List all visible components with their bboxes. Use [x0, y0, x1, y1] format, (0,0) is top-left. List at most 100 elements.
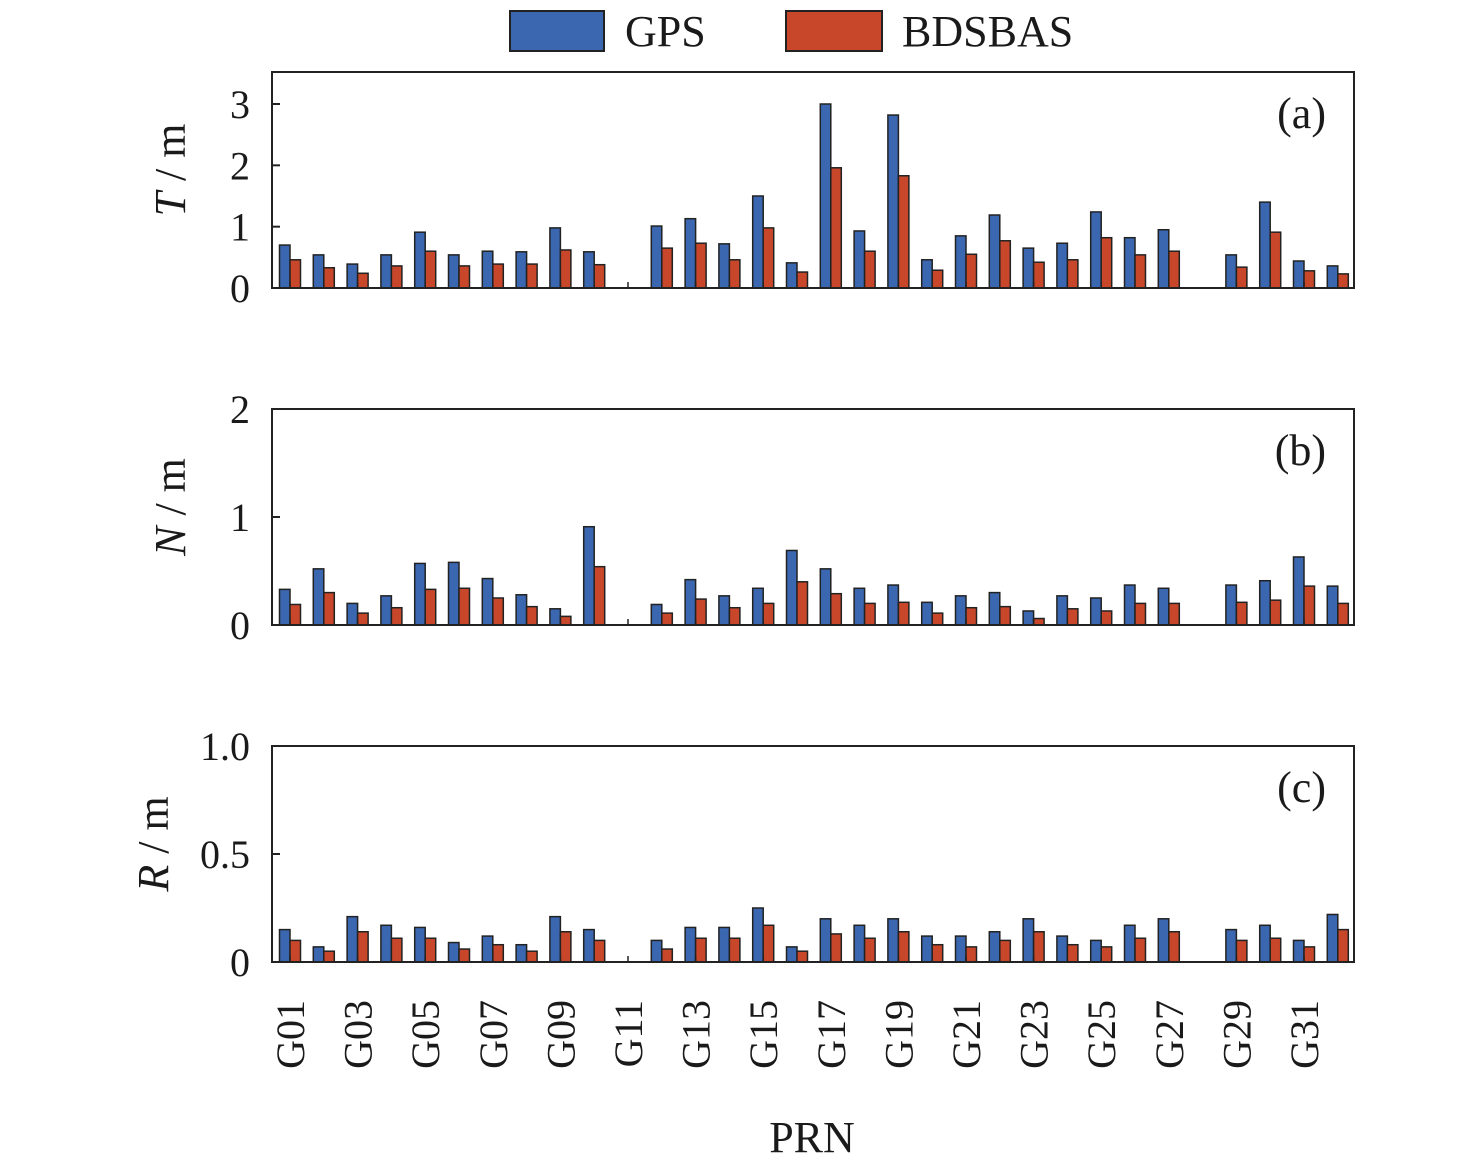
bar-bdsbas-G21 — [965, 606, 978, 626]
bar-gps-G25 — [1089, 597, 1102, 626]
x-tick-label: G13 — [674, 1000, 719, 1069]
bar-gps-G13 — [684, 578, 697, 626]
bar-gps-G22 — [988, 591, 1001, 626]
bar-gps-G29 — [1225, 584, 1238, 626]
bar-gps-G25 — [1089, 211, 1102, 289]
bar-bdsbas-G08 — [525, 950, 538, 963]
bar-gps-G26 — [1123, 924, 1136, 963]
bar-bdsbas-G03 — [356, 931, 369, 963]
bar-bdsbas-G31 — [1303, 585, 1316, 626]
bar-gps-G18 — [853, 230, 866, 289]
legend-label-bdsbas: BDSBAS — [902, 7, 1073, 56]
bar-bdsbas-G13 — [694, 937, 707, 963]
bar-gps-G30 — [1258, 201, 1271, 289]
x-tick-label: G15 — [741, 1000, 786, 1069]
x-tick-label: G29 — [1214, 1000, 1259, 1069]
bar-bdsbas-G32 — [1337, 602, 1350, 626]
x-tick-label: G01 — [268, 1000, 313, 1069]
bar-gps-G10 — [582, 928, 595, 963]
bar-gps-G17 — [819, 103, 832, 289]
bar-gps-G31 — [1292, 260, 1305, 289]
bar-gps-G02 — [312, 568, 325, 626]
bar-gps-G20 — [920, 259, 933, 289]
bar-gps-G01 — [278, 928, 291, 963]
y-axis-unit: / m — [129, 796, 178, 864]
bar-gps-G22 — [988, 214, 1001, 289]
bar-bdsbas-G29 — [1235, 939, 1248, 963]
x-tick-label: G27 — [1147, 1000, 1192, 1069]
bar-bdsbas-G16 — [796, 950, 809, 963]
bar-gps-G06 — [447, 561, 460, 626]
bar-gps-G08 — [515, 943, 528, 963]
y-axis-unit: / m — [146, 124, 195, 192]
bar-gps-G09 — [549, 608, 562, 626]
bar-gps-G06 — [447, 254, 460, 289]
bar-bdsbas-G24 — [1066, 608, 1079, 626]
bar-bdsbas-G01 — [289, 603, 302, 626]
bar-bdsbas-G26 — [1134, 254, 1147, 289]
bar-bdsbas-G01 — [289, 259, 302, 289]
panel-tag: (b) — [1275, 426, 1326, 475]
bar-bdsbas-G19 — [897, 601, 910, 626]
bar-bdsbas-G27 — [1168, 602, 1181, 626]
bar-bdsbas-G15 — [762, 924, 775, 963]
y-tick-label: 1.0 — [200, 724, 250, 769]
bar-bdsbas-G24 — [1066, 943, 1079, 963]
bar-bdsbas-G26 — [1134, 602, 1147, 626]
bar-gps-G21 — [954, 595, 967, 626]
x-tick-label: G25 — [1079, 1000, 1124, 1069]
bar-gps-G14 — [718, 595, 731, 626]
bar-bdsbas-G16 — [796, 581, 809, 626]
bar-gps-G02 — [312, 946, 325, 963]
bar-gps-G26 — [1123, 584, 1136, 626]
bar-bdsbas-G05 — [424, 937, 437, 963]
legend-swatch-gps — [509, 10, 605, 52]
bar-gps-G29 — [1225, 928, 1238, 963]
bar-gps-G16 — [785, 549, 798, 626]
x-tick-label: G11 — [606, 1000, 651, 1067]
bar-bdsbas-G27 — [1168, 250, 1181, 289]
bar-bdsbas-G23 — [1032, 931, 1045, 963]
x-tick-label: G19 — [876, 1000, 921, 1069]
bar-gps-G30 — [1258, 579, 1271, 626]
bar-bdsbas-G31 — [1303, 946, 1316, 963]
bar-bdsbas-G09 — [559, 931, 572, 963]
bar-gps-G27 — [1157, 587, 1170, 626]
bar-bdsbas-G25 — [1100, 610, 1113, 626]
bar-gps-G32 — [1326, 265, 1339, 289]
bar-gps-G03 — [346, 263, 359, 289]
panel-c: 0 0.5 1.0 (c) R / m — [129, 724, 1355, 985]
bar-bdsbas-G04 — [390, 265, 403, 289]
bar-bdsbas-G27 — [1168, 931, 1181, 963]
bar-bdsbas-G08 — [525, 263, 538, 289]
bar-gps-G15 — [751, 195, 764, 289]
x-tick-label: G31 — [1282, 1000, 1327, 1069]
bar-gps-G01 — [278, 588, 291, 626]
bar-bdsbas-G32 — [1337, 273, 1350, 289]
legend-label-gps: GPS — [625, 7, 706, 56]
bar-bdsbas-G14 — [728, 937, 741, 963]
bar-bdsbas-G17 — [830, 933, 843, 963]
bar-gps-G13 — [684, 217, 697, 289]
x-axis-label: PRN — [769, 1113, 855, 1162]
y-tick-label: 3 — [230, 82, 250, 127]
bar-bdsbas-G07 — [492, 597, 505, 626]
y-tick-label: 1 — [230, 495, 250, 540]
bar-gps-G24 — [1056, 935, 1069, 963]
bar-bdsbas-G02 — [323, 591, 336, 626]
bar-gps-G19 — [887, 114, 900, 289]
bar-bdsbas-G30 — [1269, 599, 1282, 626]
bar-bdsbas-G01 — [289, 939, 302, 963]
bar-gps-G26 — [1123, 236, 1136, 289]
bar-gps-G03 — [346, 915, 359, 963]
bar-gps-G16 — [785, 946, 798, 963]
bar-bdsbas-G32 — [1337, 928, 1350, 963]
bar-bdsbas-G22 — [999, 240, 1012, 289]
bar-gps-G23 — [1022, 918, 1035, 963]
x-tick-label: G09 — [538, 1000, 583, 1069]
bar-gps-G10 — [582, 251, 595, 289]
bar-bdsbas-G20 — [931, 943, 944, 963]
y-tick-label: 2 — [230, 143, 250, 188]
bar-gps-G02 — [312, 254, 325, 289]
